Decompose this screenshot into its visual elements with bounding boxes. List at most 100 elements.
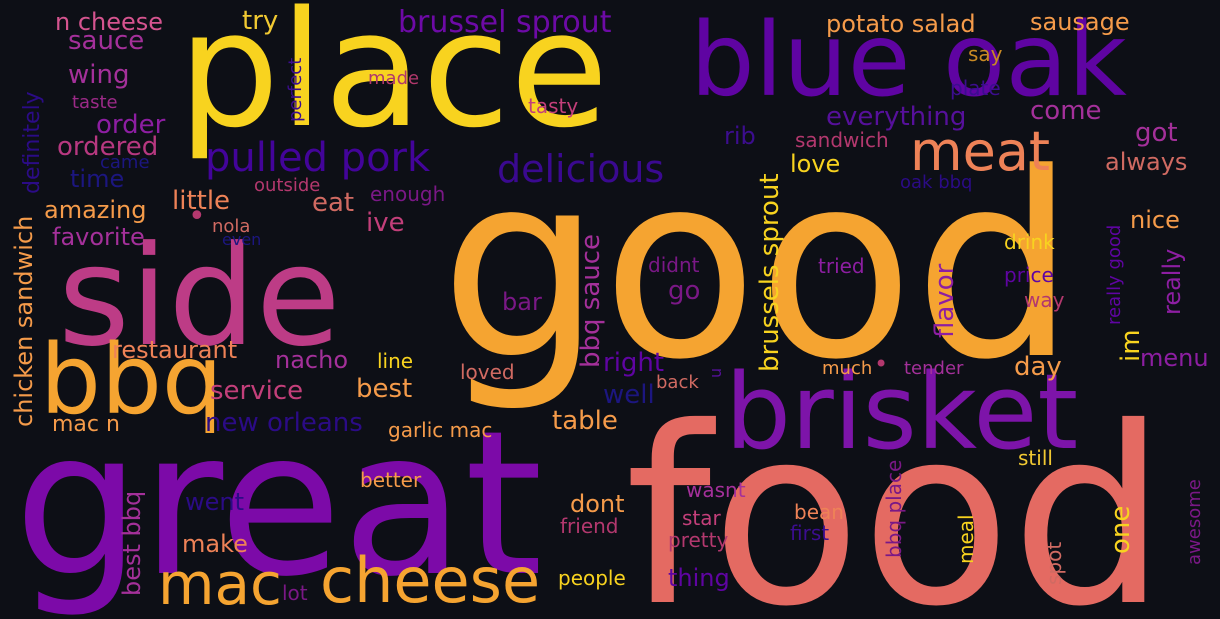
word-rib: rib: [724, 122, 756, 150]
word-enough: enough: [370, 182, 446, 206]
word-good: good: [440, 119, 1076, 416]
word-favorite: favorite: [52, 223, 145, 251]
word-nacho: nacho: [275, 346, 349, 374]
word-taste: taste: [72, 92, 118, 113]
word-cheese: cheese: [320, 544, 541, 617]
word-u: u: [706, 367, 725, 378]
word-pulled-pork: pulled pork: [205, 135, 431, 181]
word-meat: meat: [910, 120, 1051, 183]
word-tried: tried: [818, 254, 865, 278]
word-thing: thing: [668, 564, 730, 592]
word-bullet: •: [188, 199, 206, 234]
word-drink: drink: [1004, 230, 1055, 254]
word-star: star: [682, 506, 721, 530]
word-flavor: flavor: [930, 263, 960, 338]
word-much: much: [822, 358, 873, 379]
word-plate: plate: [950, 76, 1001, 100]
word-new-orleans: new orleans: [205, 408, 363, 438]
word-place: place: [178, 0, 609, 163]
word-tasty: tasty: [528, 94, 579, 118]
word-always: always: [1105, 148, 1188, 176]
word-first: first: [790, 521, 830, 545]
word-bullet: •: [874, 350, 889, 378]
word-make: make: [182, 530, 248, 558]
word-order: order: [96, 110, 166, 140]
word-bbq-sauce: bbq sauce: [576, 233, 606, 368]
word-still: still: [1018, 446, 1053, 470]
word-bean: bean: [794, 500, 844, 524]
word-say: say: [968, 42, 1003, 66]
word-tender: tender: [904, 358, 964, 379]
word-go: go: [668, 276, 701, 306]
word-meal: meal: [954, 514, 978, 564]
word-wing: wing: [68, 60, 130, 90]
word-service: service: [210, 376, 304, 406]
word-friend: friend: [560, 514, 619, 538]
word-well: well: [603, 380, 655, 410]
word-went: went: [185, 488, 245, 516]
word-amazing: amazing: [44, 196, 147, 224]
word-got: got: [1135, 118, 1178, 148]
word-bbq-place: bbq place: [882, 459, 906, 558]
word-delicious: delicious: [497, 147, 665, 191]
word-restaurant: restaurant: [112, 336, 238, 364]
word-pretty: pretty: [668, 528, 729, 552]
word-table: table: [552, 406, 618, 436]
word-brussels-sprout: brussels sprout: [755, 173, 785, 372]
word-bbq: bbq: [40, 324, 223, 436]
word-better: better: [360, 468, 422, 492]
word-love: love: [790, 150, 841, 178]
word-awesome: awesome: [1184, 479, 1205, 565]
word-best: best: [356, 374, 413, 404]
word-definitely: definitely: [20, 91, 45, 194]
word-didnt: didnt: [648, 253, 700, 277]
word-potato-salad: potato salad: [826, 10, 976, 38]
word-nice: nice: [1130, 206, 1180, 234]
word-really: really: [1158, 248, 1186, 315]
word-wasnt: wasnt: [686, 478, 746, 502]
word-try: try: [242, 6, 279, 36]
word-food: food: [625, 375, 1167, 619]
word-oak-bbq: oak bbq: [900, 172, 973, 193]
word-sausage: sausage: [1030, 8, 1130, 36]
word-mac-n: mac n: [52, 412, 120, 437]
word-perfect: perfect: [285, 57, 306, 122]
word-blue-oak: blue oak: [690, 1, 1127, 120]
word-price: price: [1004, 263, 1054, 287]
word-mac: mac: [158, 550, 282, 618]
word-spot: spot: [1042, 541, 1066, 585]
word-made: made: [368, 68, 420, 89]
word-people: people: [558, 566, 626, 590]
word-even: even: [222, 230, 262, 249]
word-menu: menu: [1140, 344, 1209, 372]
word-little: little: [172, 186, 231, 216]
word-ordered: ordered: [57, 132, 159, 162]
word-outside: outside: [254, 175, 321, 196]
word-nola: nola: [212, 216, 251, 237]
word-way: way: [1024, 288, 1065, 312]
word-back: back: [656, 372, 699, 393]
word-lot: lot: [282, 581, 308, 605]
word-best-bbq: best bbq: [118, 490, 146, 596]
word-bar: bar: [502, 288, 542, 316]
word-loved: loved: [460, 360, 515, 384]
word-ive: ive: [366, 208, 405, 238]
word-one: one: [1106, 505, 1136, 554]
word-right: right: [603, 348, 665, 378]
word-sandwich: sandwich: [795, 128, 889, 152]
word-line: line: [377, 349, 414, 373]
word-time: time: [70, 165, 125, 193]
word-everything: everything: [826, 102, 967, 132]
word-garlic-mac: garlic mac: [388, 418, 493, 442]
word-day: day: [1014, 352, 1062, 382]
word-come: come: [1030, 96, 1102, 126]
word-really-good: really good: [1104, 224, 1125, 325]
word-n-cheese: n cheese: [55, 8, 164, 36]
word-side: side: [58, 216, 341, 377]
word-came: came: [100, 152, 150, 173]
word-sauce: sauce: [68, 26, 145, 56]
word-great: great: [14, 388, 543, 619]
word-dont: dont: [570, 490, 625, 518]
word-chicken-sandwich: chicken sandwich: [10, 215, 38, 427]
